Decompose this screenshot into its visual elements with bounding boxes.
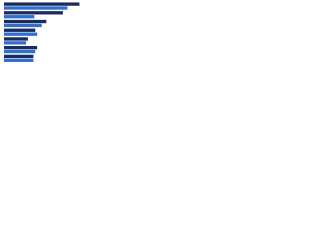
bar — [4, 54, 34, 59]
bar — [4, 37, 28, 41]
bar — [4, 11, 63, 15]
bar — [4, 41, 27, 45]
bar — [4, 19, 47, 24]
bar — [4, 32, 38, 36]
bar — [4, 6, 68, 10]
page: {"chart_data": {"type": "hbar", "categor… — [0, 0, 100, 71]
bar — [4, 58, 34, 62]
bar — [4, 23, 42, 28]
bar — [4, 46, 38, 50]
bar — [4, 2, 80, 6]
bar — [4, 49, 36, 54]
bar — [4, 15, 35, 19]
chart — [4, 2, 80, 62]
bar — [4, 28, 36, 32]
